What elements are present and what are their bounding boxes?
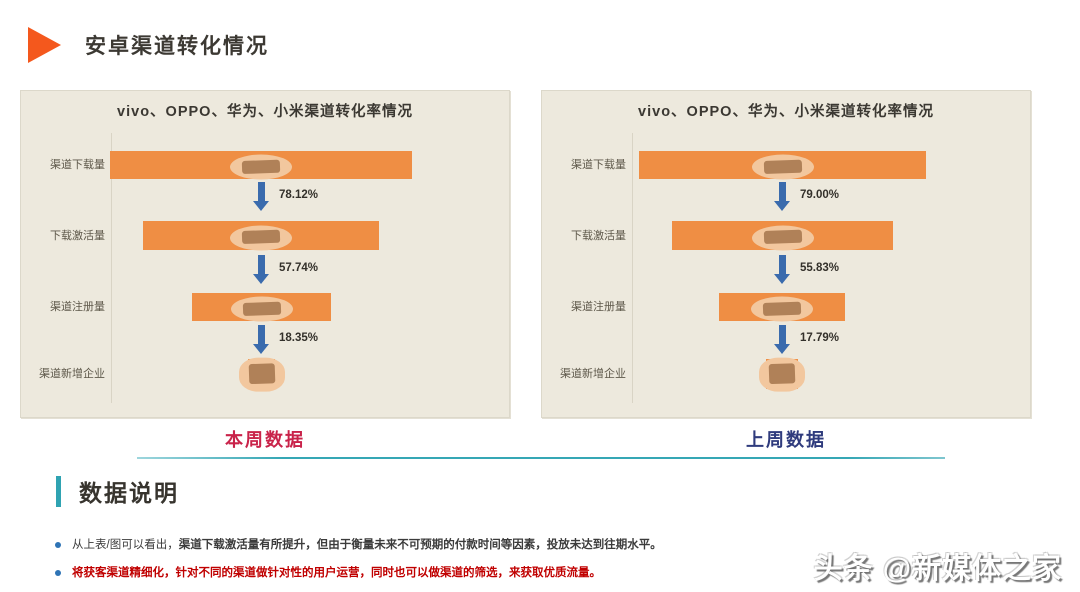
funnel-bar: [639, 151, 926, 180]
arrow-down-icon: [253, 255, 269, 284]
note-text: 将获客渠道精细化，针对不同的渠道做针对性的用户运营，同时也可以做渠道的筛选，来获…: [72, 567, 601, 579]
funnel-panel-this-week: vivo、OPPO、华为、小米渠道转化率情况 渠道下载量 下载激活量 渠道注册量…: [20, 90, 510, 418]
conversion-rate: 57.74%: [279, 262, 319, 274]
stage-label: 渠道新增企业: [39, 368, 105, 380]
section-marker-icon: [28, 27, 61, 63]
slide-header: 安卓渠道转化情况: [28, 27, 269, 63]
stage-label: 渠道注册量: [50, 301, 105, 313]
bullet-icon: [55, 542, 61, 548]
arrow-down-icon: [774, 325, 790, 354]
note-bullet-1: 从上表/图可以看出，渠道下载激活量有所提升，但由于衡量未来不可预期的付款时间等因…: [55, 538, 662, 553]
redaction-smudge: [751, 154, 814, 180]
redaction-smudge: [751, 296, 813, 322]
note-prefix: 从上表/图可以看出，: [72, 539, 179, 551]
conversion-rate: 79.00%: [800, 189, 840, 201]
redaction-core: [248, 363, 275, 385]
arrow-down-icon: [774, 182, 790, 211]
page-title: 安卓渠道转化情况: [85, 35, 269, 58]
funnel-bar: [719, 293, 845, 322]
note-text: 从上表/图可以看出，渠道下载激活量有所提升，但由于衡量未来不可预期的付款时间等因…: [72, 538, 662, 553]
stage-label: 渠道注册量: [571, 301, 626, 313]
funnel-panel-last-week: vivo、OPPO、华为、小米渠道转化率情况 渠道下载量 下载激活量 渠道注册量…: [541, 90, 1031, 418]
caption-this-week: 本周数据: [225, 430, 305, 450]
redaction-core: [762, 301, 802, 316]
stage-label: 渠道下载量: [571, 159, 626, 171]
note-bullet-2: 将获客渠道精细化，针对不同的渠道做针对性的用户运营，同时也可以做渠道的筛选，来获…: [55, 566, 601, 581]
arrow-down-icon: [253, 182, 269, 211]
arrow-down-icon: [774, 255, 790, 284]
note-bold: 渠道下载激活量有所提升，但由于衡量未来不可预期的付款时间等因素，投放未达到往期水…: [178, 539, 662, 551]
redaction-smudge: [751, 225, 814, 250]
redaction-core: [763, 229, 802, 245]
stage-label: 下载激活量: [50, 230, 105, 242]
redaction-core: [768, 363, 796, 385]
axis-line: [111, 133, 112, 403]
arrow-down-icon: [253, 325, 269, 354]
redaction-core: [241, 159, 281, 174]
bullet-icon: [55, 570, 61, 576]
funnel-bar: [192, 293, 331, 322]
caption-last-week: 上周数据: [746, 430, 826, 450]
redaction-smudge: [230, 154, 292, 180]
notes-heading: 数据说明: [79, 480, 179, 506]
redaction-smudge: [230, 225, 292, 250]
redaction-core: [242, 301, 281, 316]
stage-label: 渠道下载量: [50, 159, 105, 171]
chart-title: vivo、OPPO、华为、小米渠道转化率情况: [117, 104, 413, 120]
funnel-bar: [759, 357, 805, 392]
funnel-bar: [672, 221, 893, 250]
stage-label: 下载激活量: [571, 230, 626, 242]
redaction-smudge: [759, 357, 805, 392]
conversion-rate: 18.35%: [279, 332, 319, 344]
accent-bar: [56, 475, 61, 507]
conversion-rate: 17.79%: [800, 332, 840, 344]
redaction-core: [241, 229, 281, 245]
watermark: 头条 @新媒体之家: [813, 553, 1062, 585]
redaction-core: [763, 159, 802, 174]
chart-title: vivo、OPPO、华为、小米渠道转化率情况: [638, 104, 934, 120]
section-divider: [137, 457, 945, 459]
axis-line: [632, 133, 633, 403]
funnel-bar: [238, 357, 285, 392]
notes-section-header: 数据说明: [56, 474, 179, 508]
redaction-smudge: [230, 296, 293, 322]
funnel-bar: [110, 151, 412, 180]
funnel-bar: [143, 221, 379, 250]
conversion-rate: 78.12%: [279, 189, 319, 201]
conversion-rate: 55.83%: [800, 262, 840, 274]
stage-label: 渠道新增企业: [560, 368, 626, 380]
redaction-smudge: [238, 357, 285, 392]
